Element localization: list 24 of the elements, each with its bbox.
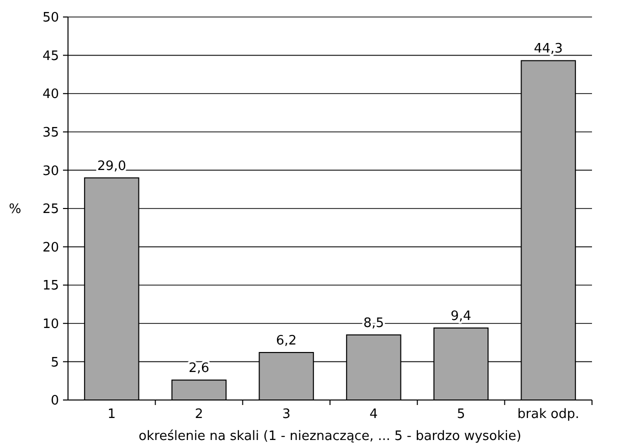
data-label: 44,3 [534, 42, 563, 57]
y-tick-label: 20 [42, 240, 59, 256]
data-label: 2,6 [188, 361, 210, 376]
y-axis-title: % [8, 202, 22, 218]
y-tick-label: 30 [42, 164, 59, 179]
x-tick-label: 4 [370, 407, 378, 422]
y-tick-label: 25 [42, 202, 59, 218]
data-label: 6,2 [276, 334, 297, 349]
data-label: 29,0 [97, 158, 126, 174]
x-tick-label: 3 [282, 407, 290, 422]
y-tick-label: 35 [42, 125, 59, 140]
y-tick-label: 10 [42, 316, 59, 332]
y-tick-label: 0 [50, 394, 59, 409]
x-tick-label: 2 [194, 407, 204, 422]
data-label: 9,4 [450, 308, 472, 324]
x-tick-label: 5 [456, 407, 466, 422]
y-tick-label: 45 [42, 48, 59, 64]
y-tick-label: 15 [42, 278, 59, 294]
x-tick-label: 1 [108, 407, 116, 422]
y-tick-label: 40 [42, 87, 59, 102]
y-tick-label: 5 [50, 355, 59, 370]
x-axis-title: określenie na skali (1 - nieznaczące, ... 5 - bardzo wysokie) [138, 429, 522, 444]
x-tick-label: brak odp. [517, 407, 580, 422]
y-tick-label: 50 [42, 10, 59, 26]
